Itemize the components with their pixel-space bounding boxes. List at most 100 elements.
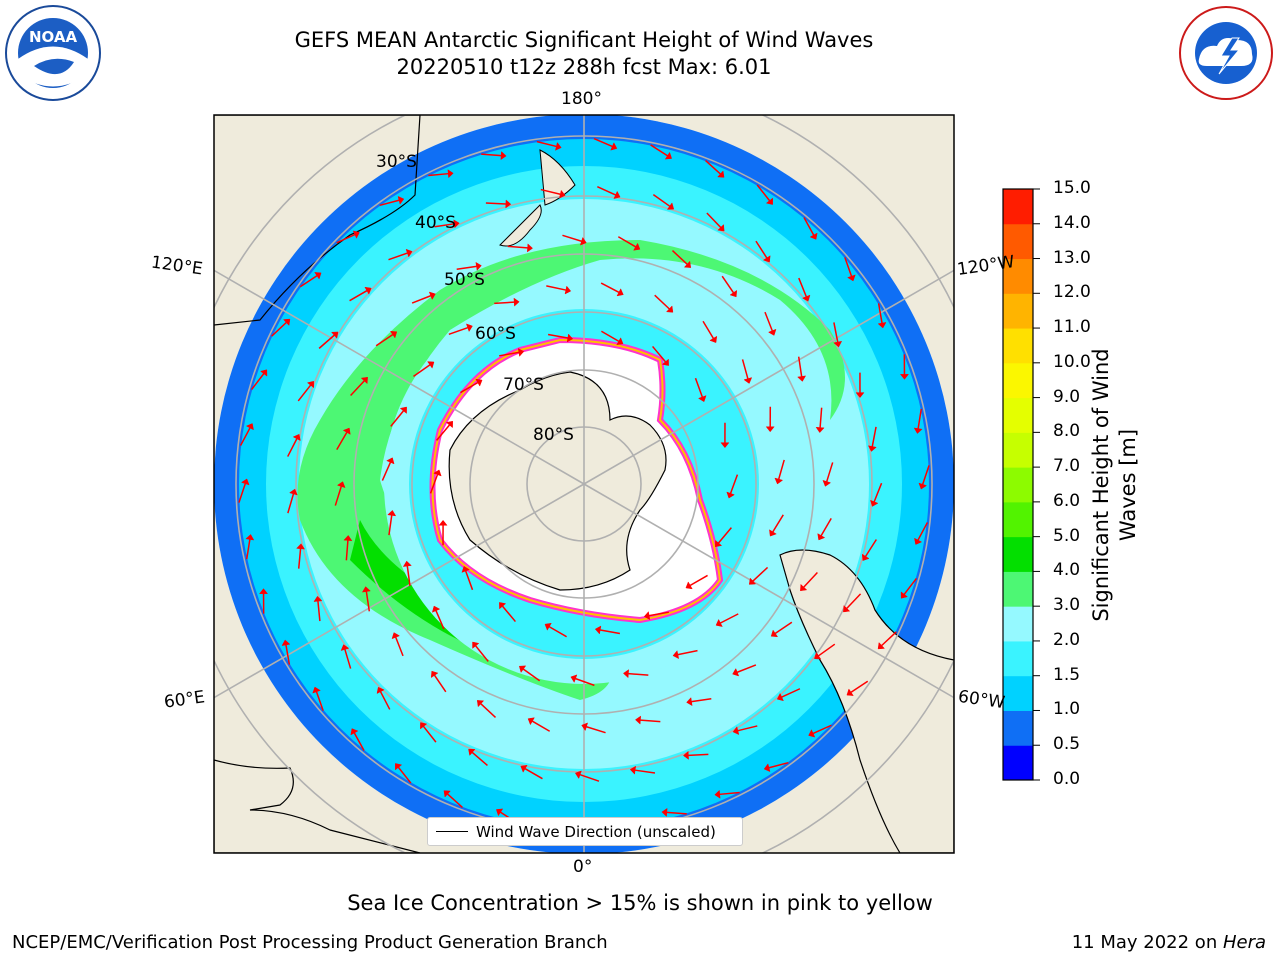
wind-arrow-shaft bbox=[448, 326, 468, 336]
wind-arrow-shaft bbox=[375, 333, 394, 347]
wind-arrow-shaft bbox=[677, 649, 698, 656]
wind-arrow bbox=[494, 297, 520, 307]
wind-arrow bbox=[817, 517, 832, 541]
wind-arrow-head bbox=[447, 169, 454, 179]
lat-label-50s: 50°S bbox=[444, 270, 485, 290]
wind-arrow-shaft bbox=[547, 333, 568, 339]
wind-arrow-shaft bbox=[600, 282, 620, 294]
wind-arrow bbox=[485, 199, 512, 209]
wind-arrow bbox=[281, 639, 291, 665]
wind-arrow-head bbox=[769, 529, 777, 537]
wind-arrow bbox=[518, 665, 541, 682]
colorbar-tick-label: 6.0 bbox=[1053, 490, 1081, 511]
colorbar-tick-label: 1.0 bbox=[1053, 699, 1081, 720]
lon-line bbox=[214, 269, 585, 485]
wind-arrow-head bbox=[505, 199, 512, 209]
wind-arrow-shaft bbox=[649, 611, 669, 617]
wind-arrow-head bbox=[445, 420, 453, 429]
colorbar-tick-label: 3.0 bbox=[1053, 595, 1081, 616]
wind-arrow bbox=[861, 539, 877, 561]
wind-arrow-shaft bbox=[640, 719, 661, 723]
wind-arrow bbox=[536, 140, 562, 151]
wind-arrow-shaft bbox=[245, 539, 251, 560]
wind-arrow-shaft bbox=[812, 724, 832, 735]
wind-arrow bbox=[720, 422, 730, 449]
wind-arrow bbox=[900, 577, 918, 599]
wind-arrow-head bbox=[683, 260, 692, 268]
wind-arrow-shaft bbox=[318, 334, 335, 349]
wind-arrow bbox=[726, 474, 739, 499]
wind-arrow-shaft bbox=[720, 613, 739, 624]
colorbar-tick-label: 9.0 bbox=[1053, 386, 1081, 407]
wind-arrow-head bbox=[431, 605, 441, 613]
wind-arrow-head bbox=[527, 717, 535, 726]
wind-arrow bbox=[428, 169, 454, 179]
wind-arrow bbox=[520, 764, 543, 780]
wind-arrow bbox=[597, 186, 621, 200]
wind-arrow-shaft bbox=[422, 725, 437, 743]
colorbar-segment bbox=[1003, 293, 1033, 329]
wind-arrow-head bbox=[350, 728, 359, 736]
wind-arrow-shaft bbox=[481, 153, 502, 157]
wind-arrow-shaft bbox=[485, 202, 506, 205]
wind-arrow-head bbox=[520, 764, 528, 773]
wind-arrow-shaft bbox=[238, 483, 247, 503]
wind-arrow-head bbox=[306, 380, 314, 389]
wind-arrow-shaft bbox=[691, 697, 712, 703]
wind-arrow-head bbox=[361, 586, 371, 593]
wind-arrow bbox=[296, 543, 306, 569]
wind-arrow bbox=[388, 248, 413, 261]
wind-arrow-head bbox=[748, 577, 757, 585]
wind-arrow-shaft bbox=[721, 275, 735, 294]
wind-arrow bbox=[732, 725, 758, 736]
wind-arrow-head bbox=[833, 340, 843, 348]
wind-arrow-shaft bbox=[428, 172, 449, 177]
wind-arrow-shaft bbox=[397, 766, 412, 784]
wind-arrow-head bbox=[245, 534, 255, 541]
wind-arrow-shaft bbox=[702, 320, 715, 339]
wind-arrow bbox=[617, 236, 641, 251]
lat-label-80s: 80°S bbox=[533, 425, 574, 445]
wind-arrow bbox=[682, 750, 709, 760]
wind-arrow-head bbox=[427, 361, 435, 369]
wind-arrow-head bbox=[717, 224, 725, 232]
wind-arrow-shaft bbox=[546, 285, 567, 291]
noaa-logo: NOAA bbox=[5, 5, 101, 101]
wind-arrow bbox=[570, 674, 595, 687]
wind-arrow-head bbox=[579, 236, 587, 246]
wind-arrow bbox=[390, 406, 407, 427]
wind-arrow-shaft bbox=[617, 236, 637, 248]
wind-arrow-head bbox=[443, 790, 451, 798]
wind-arrow bbox=[431, 605, 445, 630]
wind-arrow-head bbox=[808, 729, 816, 738]
wind-arrow-head bbox=[465, 323, 473, 333]
wind-arrow bbox=[721, 275, 738, 298]
legend-line-icon bbox=[436, 831, 468, 832]
wind-arrow bbox=[581, 722, 606, 734]
wind-arrow bbox=[375, 330, 398, 347]
wind-arrow-head bbox=[343, 535, 353, 541]
wind-arrow bbox=[507, 243, 533, 253]
wind-arrow-shaft bbox=[522, 668, 541, 682]
wind-arrow-shaft bbox=[818, 643, 836, 657]
wind-arrow bbox=[340, 644, 352, 669]
wind-arrow-shaft bbox=[499, 351, 519, 357]
wind-arrow-shaft bbox=[917, 522, 929, 541]
wind-arrow-shaft bbox=[475, 645, 489, 662]
wind-arrow-shaft bbox=[650, 144, 668, 157]
wind-arrow-head bbox=[629, 765, 637, 775]
wind-arrow-head bbox=[475, 261, 482, 271]
wind-arrow-head bbox=[899, 374, 909, 380]
wind-arrow bbox=[245, 534, 255, 560]
wind-arrow bbox=[350, 728, 365, 751]
wind-arrow-head bbox=[814, 651, 822, 660]
wind-arrow-shaft bbox=[798, 277, 807, 297]
wind-arrow bbox=[349, 286, 372, 302]
wind-arrow bbox=[593, 137, 618, 151]
wind-arrow-head bbox=[635, 715, 641, 725]
wind-arrow-head bbox=[399, 406, 407, 414]
wind-arrow-shaft bbox=[881, 631, 897, 647]
footer-date-text: 11 May 2022 on bbox=[1071, 932, 1223, 953]
wind-arrow bbox=[350, 376, 368, 397]
wind-arrow-shaft bbox=[917, 408, 923, 429]
